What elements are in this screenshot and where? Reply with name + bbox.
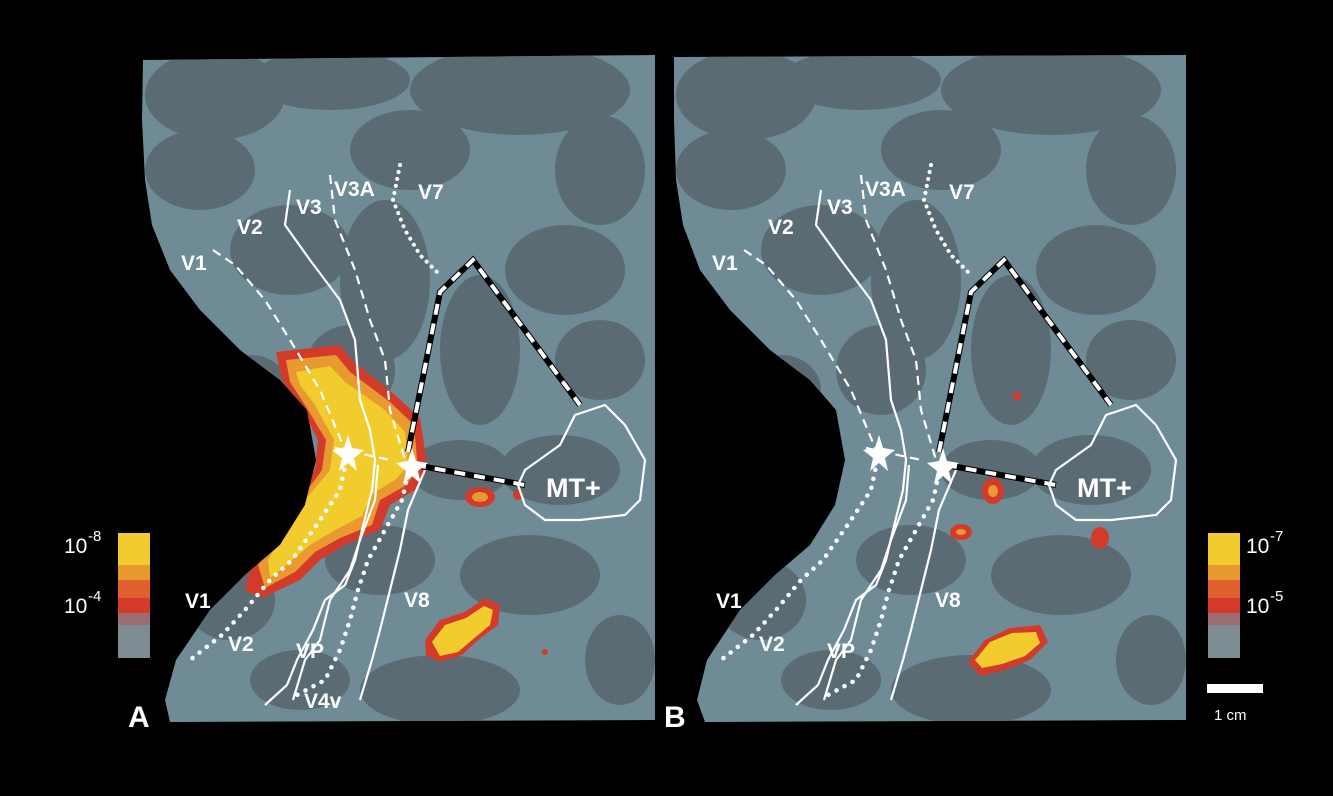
v1-boundary-bottom-b (718, 449, 882, 663)
label-vp-a: VP (296, 640, 324, 663)
label-v3-a: V3 (296, 196, 322, 219)
label-v2-bottom-b: V2 (759, 633, 785, 656)
panel-a: V1 V2 V3 V3A V7 V1 V2 VP V4v V8 MT+ A 10… (64, 55, 655, 734)
scale-bar-label: 1 cm (1214, 707, 1247, 724)
label-v2-top-b: V2 (768, 216, 794, 239)
v3-v3a-boundary-b (859, 174, 938, 461)
label-v1-top-b: V1 (712, 252, 738, 275)
colorbar-a-top-base: 10 (64, 535, 87, 558)
v2-vp-boundary-a (291, 464, 380, 701)
label-mt-b: MT+ (1077, 473, 1132, 503)
label-v1-bottom-b: V1 (716, 590, 742, 613)
v4v-v8-boundary-b (889, 469, 958, 701)
label-v2-bottom-a: V2 (228, 633, 254, 656)
vp-v4v-boundary-b (825, 462, 944, 698)
v2-v3-boundary-b (795, 189, 908, 706)
v2-vp-boundary-b (822, 464, 911, 701)
v1-boundary-top-a (212, 249, 347, 451)
colorbar-a-mid-exp: -4 (88, 588, 101, 605)
activation-a (245, 345, 548, 662)
horizontal-meridian-a (334, 446, 391, 462)
v4v-v8-boundary-a (358, 469, 427, 701)
panel-letter-a: A (128, 701, 150, 734)
star-marker-1-a (332, 435, 364, 471)
panel-letter-b: B (664, 701, 686, 734)
colorbar-b-mid-base: 10 (1246, 595, 1269, 618)
v1-boundary-bottom-a (187, 449, 351, 663)
colorbar-a: 10 -8 10 -4 (64, 528, 150, 658)
vp-v4v-boundary-a (294, 462, 413, 698)
mt-outline-a (516, 403, 647, 522)
triangle-outline-a (406, 256, 582, 453)
label-mt-a: MT+ (546, 473, 601, 503)
v7-boundary-b (921, 163, 973, 277)
label-v8-b: V8 (935, 589, 961, 612)
triangle-outline-b (937, 256, 1113, 453)
star-marker-1-b (863, 435, 895, 471)
label-v4v-a: V4v (304, 690, 342, 713)
horizontal-meridian-b (865, 446, 922, 462)
scale-bar: 1 cm (1207, 684, 1263, 724)
label-v3a-a: V3A (334, 178, 375, 201)
star-marker-2-b (927, 448, 959, 484)
star-marker-2-a (396, 448, 428, 484)
v3-v3a-boundary-a (328, 174, 407, 461)
colorbar-a-top-exp: -8 (88, 528, 101, 545)
activation-b (950, 392, 1109, 676)
area-boundaries-a (187, 163, 647, 706)
label-v1-bottom-a: V1 (185, 590, 211, 613)
label-v7-a: V7 (418, 181, 444, 204)
mt-outline-b (1047, 403, 1178, 522)
v2-v3-boundary-a (264, 189, 377, 706)
colorbar-b-top-base: 10 (1246, 535, 1269, 558)
scale-bar-line (1207, 684, 1263, 693)
label-v7-b: V7 (949, 181, 975, 204)
v7-boundary-a (390, 163, 442, 277)
label-v3a-b: V3A (865, 178, 906, 201)
area-boundaries-b (718, 163, 1178, 706)
colorbar-b: 10 -7 10 -5 (1208, 528, 1283, 658)
colorbar-b-top-exp: -7 (1270, 528, 1283, 545)
label-v3-b: V3 (827, 196, 853, 219)
label-v2-top-a: V2 (237, 216, 263, 239)
colorbar-a-mid-base: 10 (64, 595, 87, 618)
label-v8-a: V8 (404, 589, 430, 612)
label-v1-top-a: V1 (181, 252, 207, 275)
label-vp-b: VP (827, 640, 855, 663)
v1-boundary-top-b (743, 249, 878, 451)
colorbar-b-mid-exp: -5 (1270, 588, 1283, 605)
